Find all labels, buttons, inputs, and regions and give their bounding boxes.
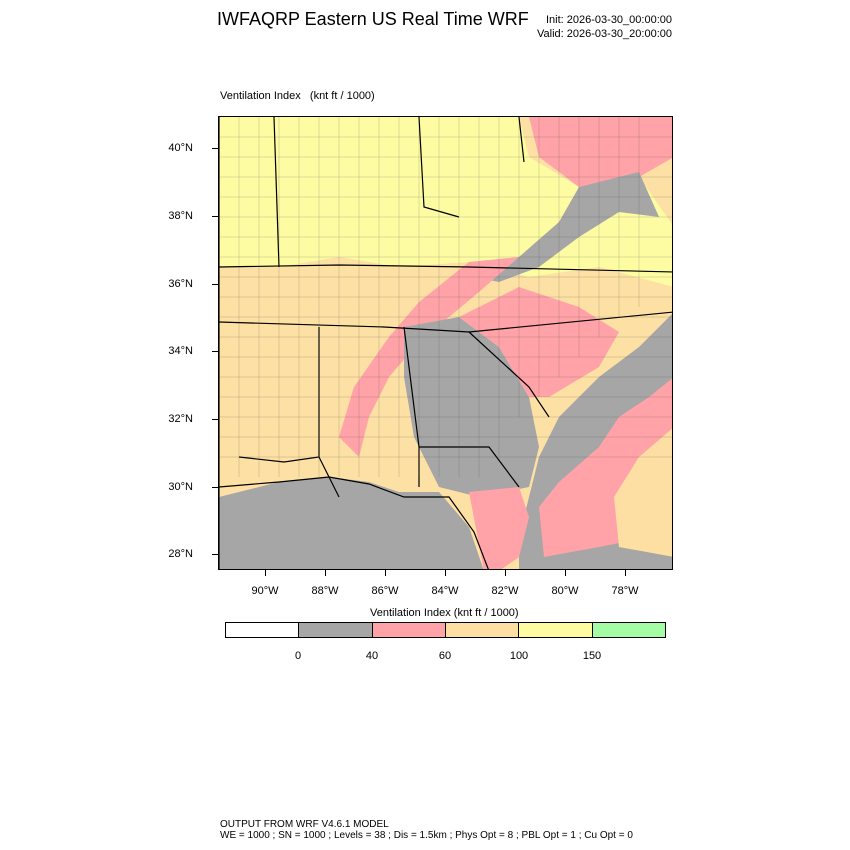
peach-water-offshore: [614, 428, 672, 557]
run-times: Init: 2026-03-30_00:00:00 Valid: 2026-03…: [537, 13, 672, 41]
lat-label-38n: 38°N: [168, 210, 193, 222]
pink-region-north: [529, 117, 672, 187]
lat-label-36n: 36°N: [168, 278, 193, 290]
lat-tick: [212, 351, 218, 352]
lon-tick: [445, 570, 446, 576]
valid-time: Valid: 2026-03-30_20:00:00: [537, 28, 672, 40]
field-label: Ventilation Index (knt ft / 1000): [220, 90, 375, 102]
map-panel: [218, 116, 673, 570]
lon-tick: [385, 570, 386, 576]
lon-tick: [265, 570, 266, 576]
field-name: Ventilation Index: [220, 90, 301, 102]
lat-tick: [212, 216, 218, 217]
lat-tick: [212, 284, 218, 285]
legend-swatch: [445, 623, 520, 637]
lon-tick: [505, 570, 506, 576]
lat-tick: [212, 148, 218, 149]
florida-land: [469, 487, 529, 569]
page-title: IWFAQRP Eastern US Real Time WRF: [217, 9, 529, 29]
lon-label-78w: 78°W: [611, 585, 639, 597]
footer-line2: WE = 1000 ; SN = 1000 ; Levels = 38 ; Di…: [220, 830, 633, 841]
map-svg: [219, 117, 672, 569]
model-footer: OUTPUT FROM WRF V4.6.1 MODEL WE = 1000 ;…: [220, 819, 633, 841]
field-units: (knt ft / 1000): [309, 90, 375, 102]
lat-tick: [212, 487, 218, 488]
lon-label-84w: 84°W: [431, 585, 459, 597]
lat-label-34n: 34°N: [168, 345, 193, 357]
legend-swatch: [372, 623, 446, 637]
legend-level: 40: [365, 650, 379, 662]
legend-swatch: [592, 623, 665, 637]
lon-tick: [625, 570, 626, 576]
lon-tick: [565, 570, 566, 576]
county-grid: [219, 117, 672, 477]
lat-label-32n: 32°N: [168, 413, 193, 425]
legend-swatch: [519, 623, 593, 637]
legend-swatch: [299, 623, 373, 637]
lat-tick: [212, 554, 218, 555]
lon-label-80w: 80°W: [551, 585, 579, 597]
lon-label-86w: 86°W: [371, 585, 399, 597]
legend-level: 0: [294, 650, 302, 662]
gray-region-appalachian: [474, 172, 659, 282]
lon-label-82w: 82°W: [491, 585, 519, 597]
color-legend: [225, 622, 666, 638]
footer-line1: OUTPUT FROM WRF V4.6.1 MODEL: [220, 819, 389, 830]
gray-region-georgia: [404, 317, 539, 497]
lon-tick: [325, 570, 326, 576]
lat-label-40n: 40°N: [168, 142, 193, 154]
ocean-gulf: [219, 477, 484, 569]
lat-label-30n: 30°N: [168, 481, 193, 493]
lon-label-90w: 90°W: [251, 585, 279, 597]
lon-label-88w: 88°W: [311, 585, 339, 597]
legend-level: 60: [438, 650, 452, 662]
init-time: Init: 2026-03-30_00:00:00: [546, 14, 672, 26]
lat-label-28n: 28°N: [168, 548, 193, 560]
legend-level: 100: [509, 650, 529, 662]
lat-tick: [212, 419, 218, 420]
legend-swatch: [226, 623, 300, 637]
legend-level: 150: [582, 650, 602, 662]
legend-title: Ventilation Index (knt ft / 1000): [370, 607, 519, 619]
